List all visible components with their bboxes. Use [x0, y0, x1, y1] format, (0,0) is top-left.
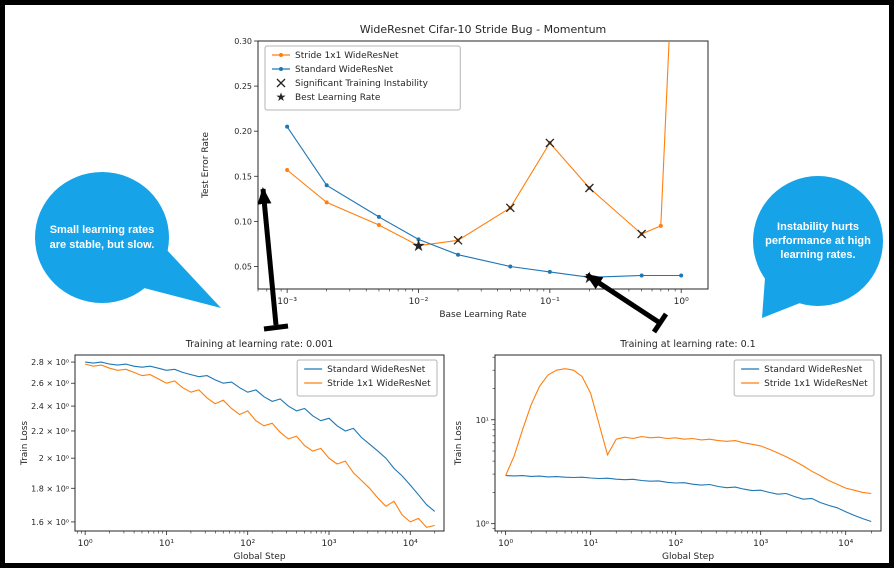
svg-text:1.8 × 10⁰: 1.8 × 10⁰	[31, 484, 69, 493]
svg-text:Stride 1x1 WideResNet: Stride 1x1 WideResNet	[295, 51, 399, 61]
svg-text:Training at learning rate: 0.1: Training at learning rate: 0.1	[619, 339, 755, 350]
svg-text:0.10: 0.10	[234, 217, 252, 226]
right-callout-text: Instability hurts performance at high le…	[765, 220, 871, 262]
svg-text:Best Learning Rate: Best Learning Rate	[295, 93, 381, 103]
svg-text:Significant Training Instabili: Significant Training Instability	[295, 79, 429, 89]
svg-text:0.25: 0.25	[234, 82, 252, 91]
train-loss-lr-01-chart: 10⁰ 10¹ 10² 10³ 10⁴ 10⁰ 10¹ Training at learnin…	[454, 339, 882, 562]
svg-text:10⁰: 10⁰	[476, 520, 489, 529]
svg-text:2.4 × 10⁰: 2.4 × 10⁰	[31, 402, 69, 411]
svg-text:10⁻¹: 10⁻¹	[540, 297, 560, 307]
svg-text:10⁰: 10⁰	[498, 539, 513, 549]
svg-text:2.8 × 10⁰: 2.8 × 10⁰	[31, 358, 69, 367]
left-callout-bubble: Small learning rates are stable, but slo…	[35, 172, 169, 303]
svg-text:Standard WideResNet: Standard WideResNet	[295, 65, 394, 75]
right-callout-bubble: Instability hurts performance at high le…	[753, 176, 883, 306]
svg-text:10⁴: 10⁴	[403, 539, 418, 549]
svg-text:Train Loss: Train Loss	[454, 421, 464, 467]
svg-text:2.2 × 10⁰: 2.2 × 10⁰	[31, 427, 69, 436]
svg-text:Standard WideResNet: Standard WideResNet	[327, 365, 426, 375]
svg-text:10²: 10²	[240, 539, 255, 549]
svg-text:10¹: 10¹	[583, 539, 598, 549]
svg-text:0.20: 0.20	[234, 127, 252, 136]
svg-text:0.05: 0.05	[234, 262, 252, 271]
svg-text:10⁻²: 10⁻²	[409, 297, 429, 307]
svg-text:10³: 10³	[753, 539, 768, 549]
svg-text:Train Loss: Train Loss	[20, 421, 30, 467]
svg-text:10⁰: 10⁰	[78, 539, 93, 549]
svg-text:10⁻³: 10⁻³	[277, 297, 297, 307]
svg-text:Training at learning rate: 0.0: Training at learning rate: 0.001	[185, 339, 334, 350]
svg-text:Standard WideResNet: Standard WideResNet	[764, 365, 863, 375]
left-callout-text: Small learning rates are stable, but slo…	[49, 224, 155, 251]
test-error-vs-learning-rate-chart: 10⁻³ 10⁻² 10⁻¹ 10⁰ 0.05 0.10 0.15 0.20 0.25 0.30 W…	[201, 23, 709, 320]
svg-text:2 × 10⁰: 2 × 10⁰	[39, 454, 69, 463]
svg-text:Test Error Rate: Test Error Rate	[201, 132, 211, 199]
train-loss-lr-0001-chart: 10⁰ 10¹ 10² 10³ 10⁴ 1.6 × 10⁰ 1.8 × 10⁰ 2 × 10⁰…	[20, 339, 445, 562]
svg-text:0.30: 0.30	[234, 37, 252, 46]
svg-text:Stride 1x1 WideResNet: Stride 1x1 WideResNet	[764, 379, 868, 389]
svg-text:10²: 10²	[668, 539, 683, 549]
svg-text:Stride 1x1 WideResNet: Stride 1x1 WideResNet	[327, 379, 431, 389]
svg-text:WideResnet Cifar-10 Stride Bug: WideResnet Cifar-10 Stride Bug - Momentu…	[360, 23, 607, 36]
svg-text:★: ★	[411, 236, 425, 255]
svg-text:★: ★	[582, 268, 596, 287]
svg-text:10³: 10³	[321, 539, 336, 549]
svg-text:10¹: 10¹	[476, 416, 489, 425]
svg-text:Global Step: Global Step	[662, 552, 714, 562]
svg-text:10¹: 10¹	[159, 539, 174, 549]
svg-text:★: ★	[276, 90, 287, 104]
svg-text:Base Learning Rate: Base Learning Rate	[439, 310, 527, 320]
svg-text:Global Step: Global Step	[233, 552, 285, 562]
svg-text:0.15: 0.15	[234, 172, 252, 181]
svg-text:1.6 × 10⁰: 1.6 × 10⁰	[31, 518, 69, 527]
svg-text:10⁴: 10⁴	[838, 539, 853, 549]
svg-text:10⁰: 10⁰	[674, 297, 689, 307]
svg-text:2.6 × 10⁰: 2.6 × 10⁰	[31, 379, 69, 388]
